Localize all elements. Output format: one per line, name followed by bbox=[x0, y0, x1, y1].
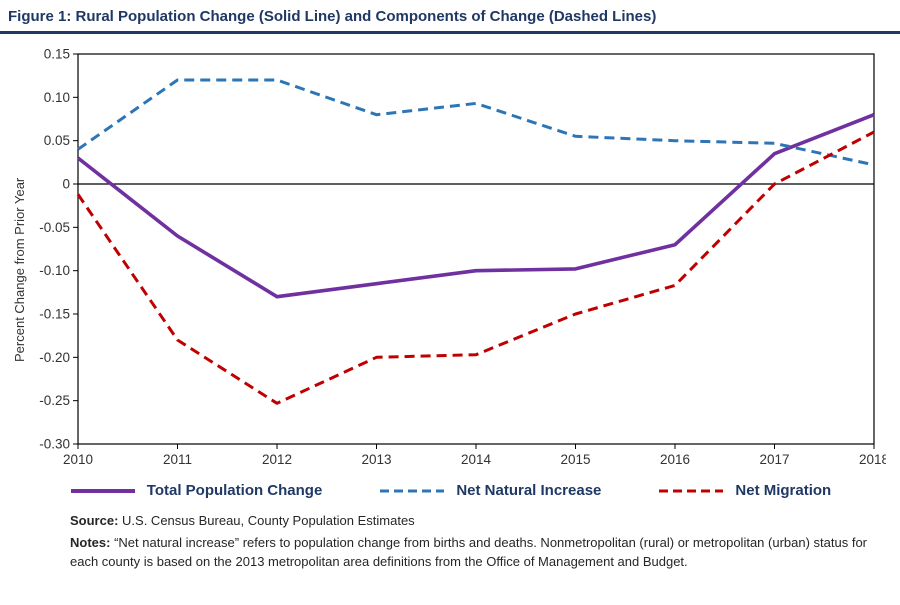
notes-line: Notes: “Net natural increase” refers to … bbox=[70, 534, 870, 572]
y-tick-label: -0.10 bbox=[39, 263, 70, 278]
series-line-net-migration bbox=[76, 130, 875, 405]
y-tick-label: 0.10 bbox=[44, 90, 70, 105]
footer-notes: Source: U.S. Census Bureau, County Popul… bbox=[0, 499, 900, 572]
line-chart: 0.15 0.10 0.05 0 -0.05 -0.10 -0.15 -0.20 -0.25 -0… bbox=[39, 47, 886, 468]
y-tick-label: -0.20 bbox=[39, 350, 70, 365]
y-tick-label: -0.15 bbox=[39, 307, 70, 322]
legend-label-total-population-change: Total Population Change bbox=[146, 482, 323, 499]
figure-title: Figure 1: Rural Population Change (Solid… bbox=[8, 8, 657, 25]
legend-swatch-total-population-change bbox=[70, 488, 135, 493]
legend-item-net-migration: Net Migration bbox=[657, 482, 831, 499]
x-tick-label: 2012 bbox=[262, 452, 292, 467]
legend-swatch-net-migration bbox=[659, 489, 724, 492]
x-tick-label: 2013 bbox=[361, 452, 391, 467]
source-label: Source: bbox=[70, 513, 119, 528]
series-line-total-population-change bbox=[76, 113, 875, 299]
x-tick-label: 2011 bbox=[163, 452, 192, 467]
legend-label-net-migration: Net Migration bbox=[735, 482, 832, 499]
chart-area: Percent Change from Prior Year 0.15 0.10 0… bbox=[0, 34, 900, 472]
x-tick-label: 2015 bbox=[560, 452, 590, 467]
source-text: U.S. Census Bureau, County Population Es… bbox=[122, 513, 415, 528]
source-line: Source: U.S. Census Bureau, County Popul… bbox=[70, 513, 870, 528]
legend-item-total-population-change: Total Population Change bbox=[69, 482, 323, 499]
y-tick-label: -0.05 bbox=[39, 220, 70, 235]
legend-label-net-natural-increase: Net Natural Increase bbox=[456, 482, 602, 499]
notes-label: Notes: bbox=[70, 535, 111, 550]
legend-swatch-net-natural-increase bbox=[380, 489, 445, 492]
y-tick-label: 0.05 bbox=[44, 133, 70, 148]
x-tick-label: 2018 bbox=[859, 452, 886, 467]
series-line-net-natural-increase bbox=[77, 78, 875, 167]
x-tick-label: 2016 bbox=[660, 452, 690, 467]
legend-item-net-natural-increase: Net Natural Increase bbox=[378, 482, 601, 499]
y-tick-label: -0.30 bbox=[39, 437, 70, 452]
x-tick-label: 2014 bbox=[461, 452, 492, 467]
y-tick-label: -0.25 bbox=[39, 393, 70, 408]
y-tick-label: 0.15 bbox=[44, 47, 70, 62]
y-axis-label: Percent Change from Prior Year bbox=[12, 177, 27, 363]
title-divider bbox=[0, 31, 900, 34]
chart-legend: Total Population Change Net Natural Incre… bbox=[0, 482, 900, 499]
title-row: Figure 1: Rural Population Change (Solid… bbox=[0, 0, 900, 31]
x-tick-label: 2010 bbox=[63, 452, 93, 467]
notes-text: “Net natural increase” refers to populat… bbox=[70, 535, 868, 569]
y-tick-label: 0 bbox=[62, 177, 70, 192]
x-tick-label: 2017 bbox=[759, 452, 789, 467]
